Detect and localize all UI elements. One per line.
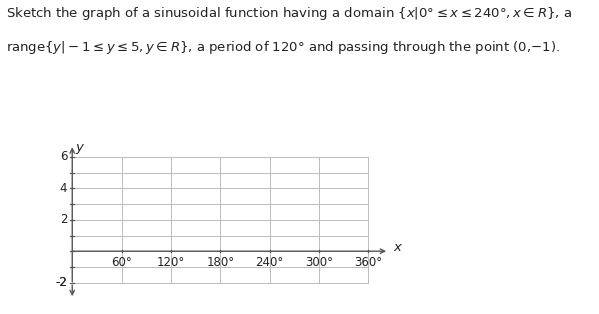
Text: range$\{y|-1\leq y \leq 5, y \in R\}$, a period of 120° and passing through the : range$\{y|-1\leq y \leq 5, y \in R\}$, a… <box>6 39 560 56</box>
Text: 120°: 120° <box>157 256 185 268</box>
Text: 240°: 240° <box>256 256 284 268</box>
Text: 4: 4 <box>60 182 67 195</box>
Text: x: x <box>393 241 401 254</box>
Text: y: y <box>75 141 83 154</box>
Text: -2: -2 <box>56 276 67 289</box>
Text: 6: 6 <box>60 150 67 164</box>
Text: 300°: 300° <box>305 256 333 268</box>
Text: Sketch the graph of a sinusoidal function having a domain $\{x|0°\leq x \leq 240: Sketch the graph of a sinusoidal functio… <box>6 5 572 22</box>
Text: 2: 2 <box>60 213 67 226</box>
Text: -2: -2 <box>56 276 67 289</box>
Text: 180°: 180° <box>206 256 234 268</box>
Text: 360°: 360° <box>355 256 383 268</box>
Text: 60°: 60° <box>111 256 132 268</box>
